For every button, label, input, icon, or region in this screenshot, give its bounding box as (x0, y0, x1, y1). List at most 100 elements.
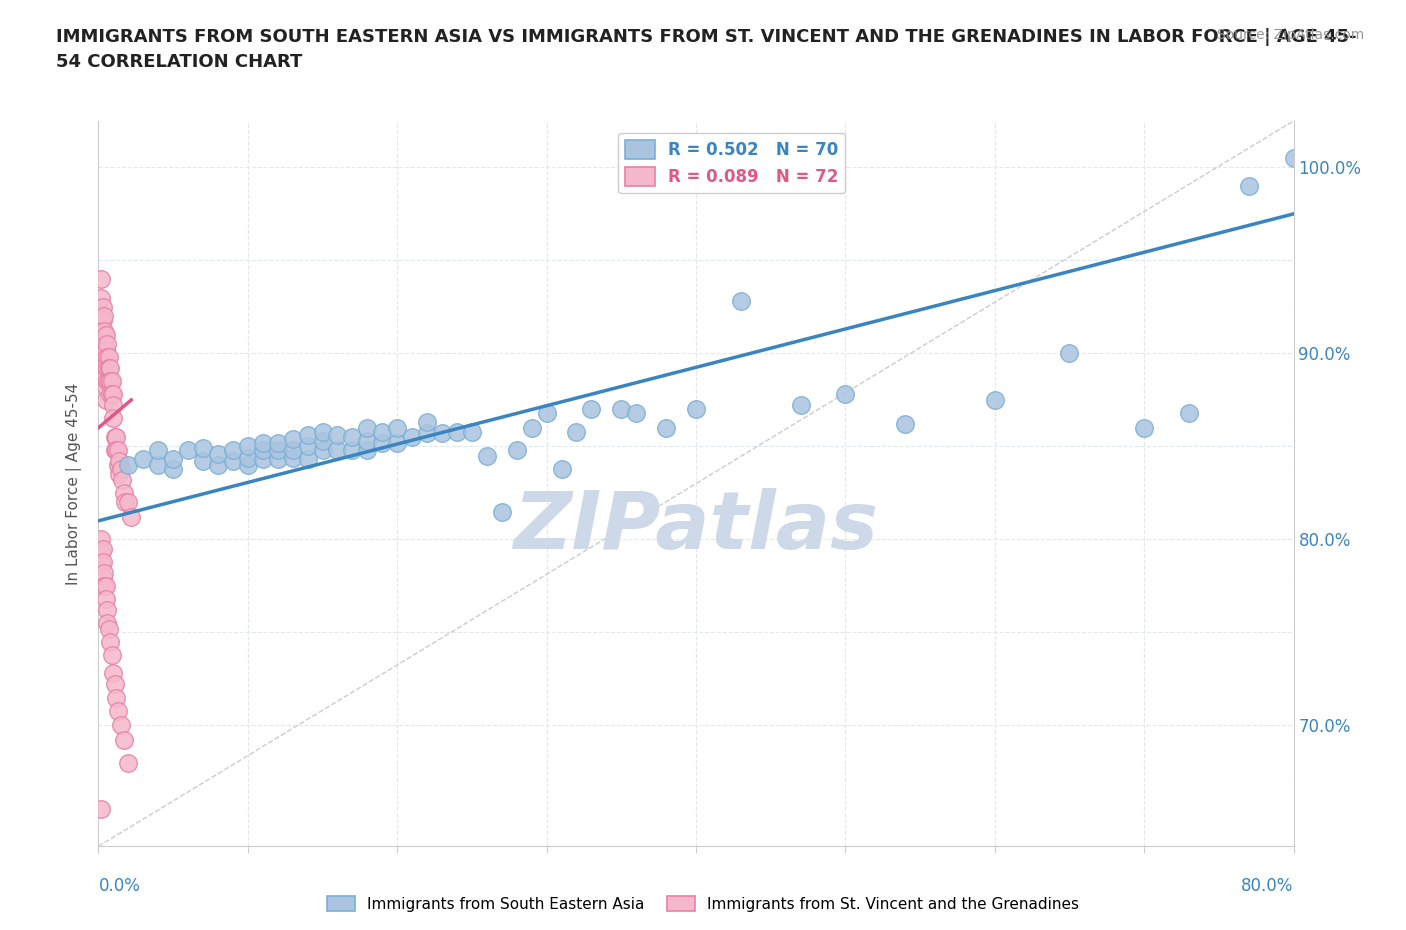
Point (236, 439, 259, 454)
Point (97, 350, 120, 365)
Point (101, 374, 124, 389)
Point (98, 374, 122, 389)
Point (267, 443, 290, 458)
Point (91, 541, 114, 556)
Point (117, 495, 139, 510)
Point (97, 361, 120, 376)
Text: 80.0%: 80.0% (1241, 877, 1294, 895)
Point (356, 420, 378, 435)
Point (446, 424, 468, 439)
Point (114, 495, 136, 510)
Point (236, 458, 259, 472)
Text: Source: ZipAtlas.com: Source: ZipAtlas.com (1216, 28, 1364, 42)
Point (112, 485, 135, 500)
Point (90, 802, 112, 817)
Point (536, 405, 558, 420)
Point (148, 443, 170, 458)
Point (91, 312, 114, 327)
Point (281, 450, 304, 465)
Point (91, 554, 114, 569)
Point (108, 467, 131, 482)
Point (94, 327, 117, 342)
Point (1133, 420, 1156, 435)
Point (96, 374, 118, 389)
Point (104, 677, 127, 692)
Point (655, 420, 678, 435)
Point (326, 428, 349, 443)
Point (93, 337, 115, 352)
Point (610, 402, 633, 417)
Point (104, 443, 127, 458)
Point (104, 430, 127, 445)
Point (107, 443, 129, 458)
Point (90, 309, 112, 324)
Point (110, 718, 132, 733)
Point (98, 387, 122, 402)
Point (401, 430, 423, 445)
Point (93, 565, 115, 580)
Point (565, 424, 588, 439)
Point (416, 415, 439, 430)
Point (385, 420, 409, 435)
Point (191, 454, 214, 469)
Point (91, 355, 114, 370)
Point (297, 428, 319, 443)
Point (105, 690, 128, 705)
Point (789, 398, 811, 413)
Point (385, 435, 409, 450)
Point (91, 342, 114, 357)
Point (103, 387, 125, 402)
Point (93, 324, 115, 339)
Point (281, 432, 304, 446)
Point (342, 443, 364, 458)
Point (475, 448, 498, 463)
Point (685, 402, 707, 417)
Point (506, 443, 529, 458)
Point (96, 603, 118, 618)
Point (730, 294, 752, 309)
Point (93, 578, 115, 593)
Text: ZIPatlas: ZIPatlas (513, 488, 879, 566)
Point (94, 392, 117, 407)
Point (94, 342, 117, 357)
Point (90, 532, 112, 547)
Point (1178, 405, 1201, 420)
Point (191, 441, 214, 456)
Point (1237, 179, 1260, 193)
Point (416, 426, 439, 441)
Point (894, 417, 917, 432)
Point (91, 368, 114, 383)
Point (103, 411, 125, 426)
Point (581, 402, 603, 417)
Point (311, 424, 333, 439)
Point (91, 569, 114, 584)
Point (90, 556, 112, 571)
Point (267, 435, 290, 450)
Point (162, 452, 184, 467)
Point (252, 435, 274, 450)
Point (111, 472, 134, 487)
Point (297, 439, 319, 454)
Point (1059, 346, 1081, 361)
Text: IMMIGRANTS FROM SOUTH EASTERN ASIA VS IMMIGRANTS FROM ST. VINCENT AND THE GRENAD: IMMIGRANTS FROM SOUTH EASTERN ASIA VS IM… (56, 28, 1357, 71)
Point (91, 327, 114, 342)
Point (626, 405, 648, 420)
Point (94, 578, 117, 593)
Point (97, 374, 120, 389)
Point (107, 703, 129, 718)
Legend: Immigrants from South Eastern Asia, Immigrants from St. Vincent and the Grenadin: Immigrants from South Eastern Asia, Immi… (321, 889, 1085, 918)
Point (94, 379, 117, 394)
Point (177, 443, 200, 458)
Point (103, 666, 125, 681)
Point (91, 299, 114, 314)
Point (132, 452, 155, 467)
Point (356, 443, 378, 458)
Point (148, 458, 170, 472)
Point (117, 755, 139, 770)
Point (98, 361, 122, 376)
Point (93, 309, 115, 324)
Point (93, 350, 115, 365)
Point (281, 443, 304, 458)
Point (96, 361, 118, 376)
Point (550, 461, 572, 476)
